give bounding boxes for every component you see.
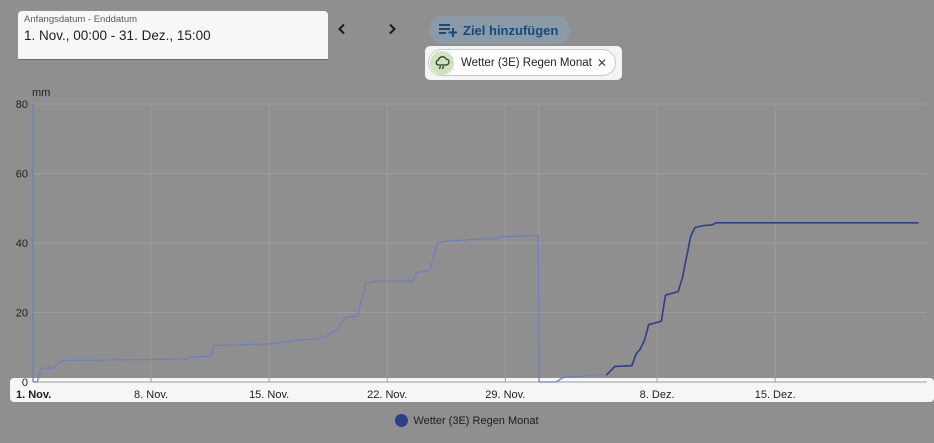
x-tick-label: 15. Dez.	[755, 389, 796, 401]
x-tick-label: 15. Nov.	[249, 389, 289, 401]
series-line	[33, 234, 539, 383]
cloud-rain-icon	[430, 50, 454, 75]
x-tick-label: 1. Nov.	[16, 389, 51, 401]
series-chip-label: Wetter (3E) Regen Monat	[461, 56, 592, 69]
y-tick-label: 80	[16, 99, 28, 111]
x-tick-label: 22. Nov.	[367, 389, 407, 401]
series-line	[539, 374, 607, 383]
chevron-right-icon	[389, 23, 396, 35]
y-tick-label: 20	[16, 308, 28, 320]
chart-series	[32, 104, 919, 383]
x-tick-label: 8. Dez.	[640, 389, 675, 401]
series-chip[interactable]: Wetter (3E) Regen Monat ✕	[428, 49, 616, 76]
y-tick-label: 60	[16, 169, 28, 181]
previous-range-button[interactable]	[330, 17, 354, 41]
chevron-left-icon	[338, 23, 345, 35]
next-range-button[interactable]	[380, 17, 404, 41]
series-chip-container: Wetter (3E) Regen Monat ✕	[425, 46, 622, 80]
y-tick-label: 0	[22, 377, 28, 389]
x-tick-label: 8. Nov.	[134, 389, 168, 401]
legend-color-dot	[395, 414, 409, 427]
add-target-button[interactable]: Ziel hinzufügen	[429, 16, 571, 44]
series-reset-line	[537, 235, 540, 383]
chart-legend[interactable]: Wetter (3E) Regen Monat	[0, 414, 934, 427]
date-range-field[interactable]: Anfangsdatum - Enddatum 1. Nov., 00:00 -…	[18, 11, 328, 60]
y-tick-label: 40	[16, 238, 28, 250]
date-range-label: Anfangsdatum - Enddatum	[24, 14, 138, 25]
series-line	[605, 222, 919, 376]
x-tick-label: 29. Nov.	[485, 389, 525, 401]
playlist-add-icon	[439, 24, 457, 37]
x-axis: 1. Nov. 8. Nov. 15. Nov. 22. Nov. 29. Nov. 8.…	[16, 389, 796, 401]
date-range-value: 1. Nov., 00:00 - 31. Dez., 15:00	[24, 28, 211, 43]
chart-grid	[32, 103, 927, 383]
legend-label: Wetter (3E) Regen Monat	[413, 414, 539, 427]
add-target-label: Ziel hinzufügen	[463, 22, 559, 38]
close-icon[interactable]: ✕	[596, 55, 607, 70]
y-axis-unit-label: mm	[32, 87, 50, 99]
y-axis: 0 20 40 60 80 mm	[16, 87, 51, 389]
